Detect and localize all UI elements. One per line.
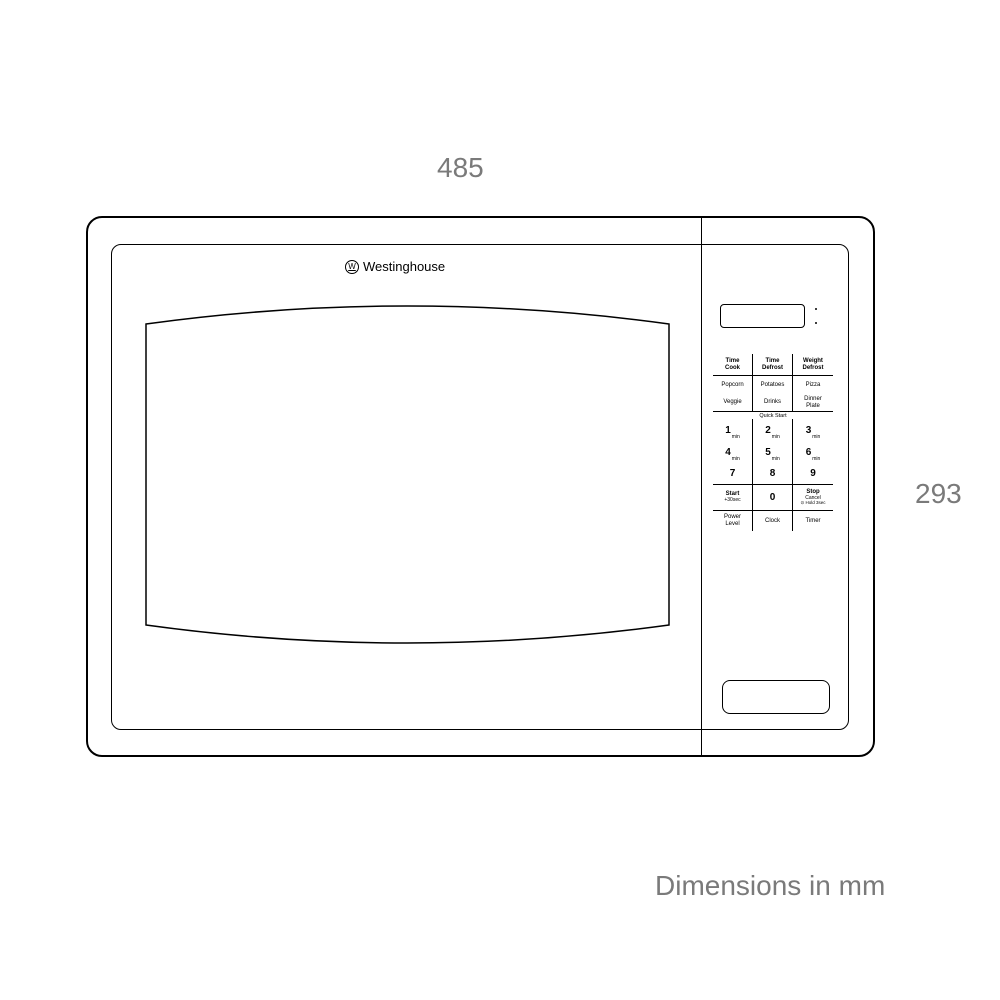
panel-button: Start+30sec xyxy=(713,485,753,511)
panel-button: Timer xyxy=(793,511,833,531)
panel-button: TimeDefrost xyxy=(753,354,793,376)
panel-button: 4min xyxy=(713,441,753,463)
control-panel: TimeCookTimeDefrostWeightDefrostPopcornP… xyxy=(713,354,833,531)
panel-button: 5min xyxy=(753,441,793,463)
panel-divider-line xyxy=(701,218,702,756)
width-dimension-label: 485 xyxy=(437,152,484,184)
panel-button: Pizza xyxy=(793,376,833,394)
panel-button: PowerLevel xyxy=(713,511,753,531)
panel-button: Clock xyxy=(753,511,793,531)
panel-button: 6min xyxy=(793,441,833,463)
panel-button: 8 xyxy=(753,463,793,485)
brand-name: Westinghouse xyxy=(363,259,445,274)
units-footer: Dimensions in mm xyxy=(655,870,885,902)
panel-button: WeightDefrost xyxy=(793,354,833,376)
indicator-dot xyxy=(815,308,817,310)
height-dimension-label: 293 xyxy=(915,478,962,510)
door-window xyxy=(140,302,675,647)
lcd-display xyxy=(720,304,805,328)
panel-button: DinnerPlate xyxy=(793,394,833,412)
diagram-canvas: 485 293 Dimensions in mm W Westinghouse … xyxy=(0,0,1000,1000)
brand-logo-label: W Westinghouse xyxy=(345,259,445,274)
door-open-button xyxy=(722,680,830,714)
panel-button: TimeCook xyxy=(713,354,753,376)
quick-start-label: Quick Start xyxy=(713,412,833,419)
panel-button: 3min xyxy=(793,419,833,441)
indicator-dot xyxy=(815,322,817,324)
panel-button: 9 xyxy=(793,463,833,485)
panel-button: StopCancel⊙ Hold 3sec xyxy=(793,485,833,511)
panel-button: 1min xyxy=(713,419,753,441)
panel-button: 0 xyxy=(753,485,793,511)
panel-button: Potatoes xyxy=(753,376,793,394)
panel-button: Drinks xyxy=(753,394,793,412)
panel-button: Veggie xyxy=(713,394,753,412)
panel-button: Popcorn xyxy=(713,376,753,394)
brand-logo-icon: W xyxy=(345,260,359,274)
panel-button: 7 xyxy=(713,463,753,485)
panel-button: 2min xyxy=(753,419,793,441)
